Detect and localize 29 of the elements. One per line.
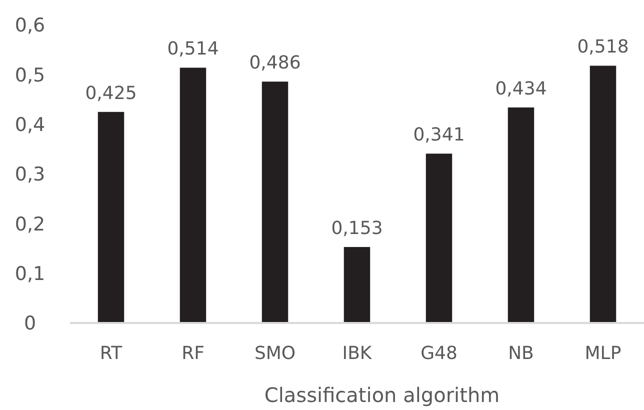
bar (590, 66, 616, 323)
y-tick-label: 0 (24, 312, 36, 335)
x-axis-title: Classification algorithm (264, 383, 500, 407)
x-tick-label: MLP (584, 343, 622, 364)
y-tick-label: 0,3 (14, 164, 46, 186)
bar (344, 247, 370, 323)
data-label: 0,434 (495, 78, 547, 100)
data-label: 0,341 (413, 124, 465, 146)
x-tick-label: G48 (420, 343, 458, 364)
y-tick-label: 0,2 (14, 213, 46, 236)
bar (262, 82, 288, 323)
y-tick-label: 0,1 (14, 262, 46, 285)
bar (426, 154, 452, 323)
data-label: 0,153 (331, 218, 383, 240)
x-tick-label: IBK (342, 343, 373, 364)
y-tick-label: 0,6 (14, 14, 46, 37)
x-tick-label: NB (508, 343, 534, 364)
y-tick-label: 0,5 (14, 64, 46, 86)
data-label: 0,518 (577, 36, 629, 58)
data-label: 0,514 (167, 38, 219, 60)
bar (508, 107, 534, 323)
data-label: 0,486 (249, 52, 301, 74)
bar (180, 68, 206, 323)
x-tick-label: RF (182, 343, 204, 364)
x-tick-label: SMO (254, 343, 296, 364)
y-tick-label: 0,4 (14, 114, 46, 136)
data-label: 0,425 (85, 82, 137, 104)
bar (98, 112, 124, 323)
x-tick-label: RT (100, 343, 124, 364)
